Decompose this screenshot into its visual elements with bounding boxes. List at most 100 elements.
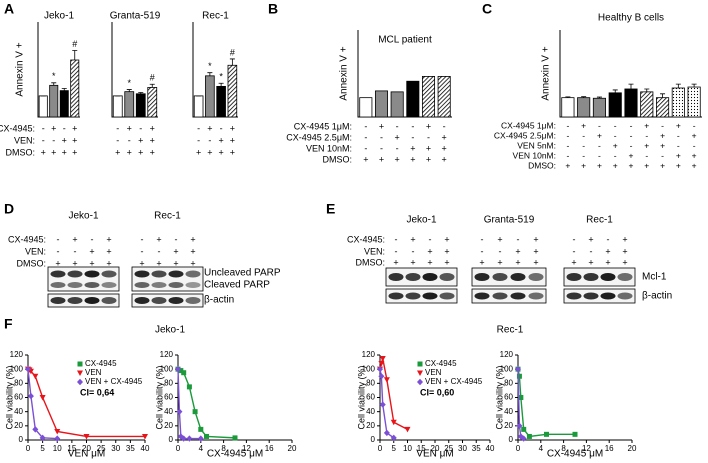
blot-frame — [471, 267, 547, 287]
marker — [192, 409, 198, 415]
condition-sign: + — [230, 147, 235, 157]
condition-sign: + — [581, 160, 586, 170]
axis — [559, 30, 702, 118]
blot-band — [422, 292, 438, 300]
legend-label: VEN + CX-4945 — [85, 377, 143, 386]
condition-label: DMSO: — [322, 154, 352, 164]
error-bar — [596, 96, 602, 99]
marker — [32, 426, 39, 433]
x-tick-label: 10 — [53, 444, 62, 453]
bar — [406, 80, 420, 118]
condition-sign: - — [395, 246, 398, 256]
blot-frame — [47, 293, 120, 308]
x-tick-label: 12 — [242, 444, 251, 453]
cell-line: Rec-1 — [586, 215, 613, 226]
condition-sign: + — [190, 246, 195, 256]
marker — [39, 395, 46, 401]
condition-sign: - — [57, 246, 60, 256]
condition-sign: + — [139, 258, 144, 268]
condition-sign: + — [479, 257, 484, 267]
blot-band — [134, 282, 150, 288]
condition-sign: + — [207, 147, 212, 157]
condition-sign: - — [396, 143, 399, 153]
condition-sign: + — [565, 160, 570, 170]
condition-sign: + — [138, 135, 143, 145]
condition-sign: - — [52, 135, 55, 145]
bar — [656, 97, 670, 118]
blot-band — [600, 273, 616, 281]
condition-sign: + — [218, 135, 223, 145]
condition-sign: - — [197, 135, 200, 145]
condition-label: CX-4945: — [347, 234, 385, 244]
blot-band — [583, 292, 599, 300]
condition-sign: + — [72, 123, 77, 133]
bar — [147, 87, 158, 118]
condition-label: CX-4945: — [0, 123, 35, 133]
marker — [377, 365, 383, 373]
bar — [671, 87, 685, 118]
x-axis-label: CX-4945 μM — [207, 449, 263, 460]
condition-sign: + — [363, 154, 368, 164]
condition-sign: + — [676, 120, 681, 130]
x-tick-label: 5 — [40, 444, 45, 453]
condition-sign: + — [138, 147, 143, 157]
condition-sign: - — [380, 132, 383, 142]
condition-sign: + — [410, 143, 415, 153]
blot-band — [566, 273, 582, 281]
condition-sign: + — [442, 154, 447, 164]
condition-label: CX-4945 2.5μM: — [286, 132, 352, 142]
y-axis-label: Cell viability (%) — [356, 365, 366, 429]
significance: # — [72, 39, 77, 49]
chart-title: Granta-519 — [110, 11, 161, 22]
condition-sign: - — [412, 246, 415, 256]
blot-band — [617, 292, 633, 300]
axis — [357, 30, 452, 118]
condition-sign: + — [150, 123, 155, 133]
error-bar — [675, 83, 681, 88]
panel-label: D — [4, 201, 14, 217]
y-tick-label: 80 — [504, 378, 513, 387]
condition-sign: + — [676, 150, 681, 160]
condition-sign: + — [41, 147, 46, 157]
condition-sign: + — [127, 147, 132, 157]
error-bar — [691, 83, 697, 88]
x-tick-label: 35 — [126, 444, 135, 453]
significance: * — [208, 61, 212, 71]
panel-label: F — [4, 316, 13, 332]
cell-line: Rec-1 — [154, 211, 181, 222]
bar — [624, 88, 638, 118]
condition-label: CX-4945: — [8, 234, 46, 244]
marker — [25, 365, 31, 373]
condition-sign: + — [613, 160, 618, 170]
condition-sign: - — [364, 143, 367, 153]
bar — [592, 97, 606, 118]
marker — [39, 434, 46, 442]
condition-sign: - — [208, 135, 211, 145]
blot-band — [474, 273, 490, 281]
marker — [518, 395, 524, 400]
condition-sign: + — [605, 246, 610, 256]
legend-label: VEN — [85, 368, 102, 377]
marker — [176, 408, 183, 415]
blot-band — [528, 292, 544, 300]
bar — [70, 59, 80, 118]
bar — [374, 90, 389, 118]
legend-label: CX-4945 — [425, 359, 457, 368]
condition-sign: - — [566, 150, 569, 160]
axis — [177, 355, 292, 441]
blot-band — [67, 282, 83, 288]
marker — [186, 384, 192, 390]
marker — [77, 378, 83, 386]
blot-band — [474, 292, 490, 300]
x-tick-label: 40 — [141, 444, 150, 453]
error-bar — [126, 89, 132, 92]
condition-sign: - — [582, 130, 585, 140]
condition-sign: + — [427, 246, 432, 256]
bar — [193, 95, 204, 118]
y-axis-label: Cell viability (%) — [494, 365, 504, 429]
y-tick-label: 40 — [14, 407, 23, 416]
condition-sign: - — [364, 121, 367, 131]
blot-band — [50, 282, 66, 288]
condition-sign: + — [410, 257, 415, 267]
bar — [390, 91, 404, 118]
